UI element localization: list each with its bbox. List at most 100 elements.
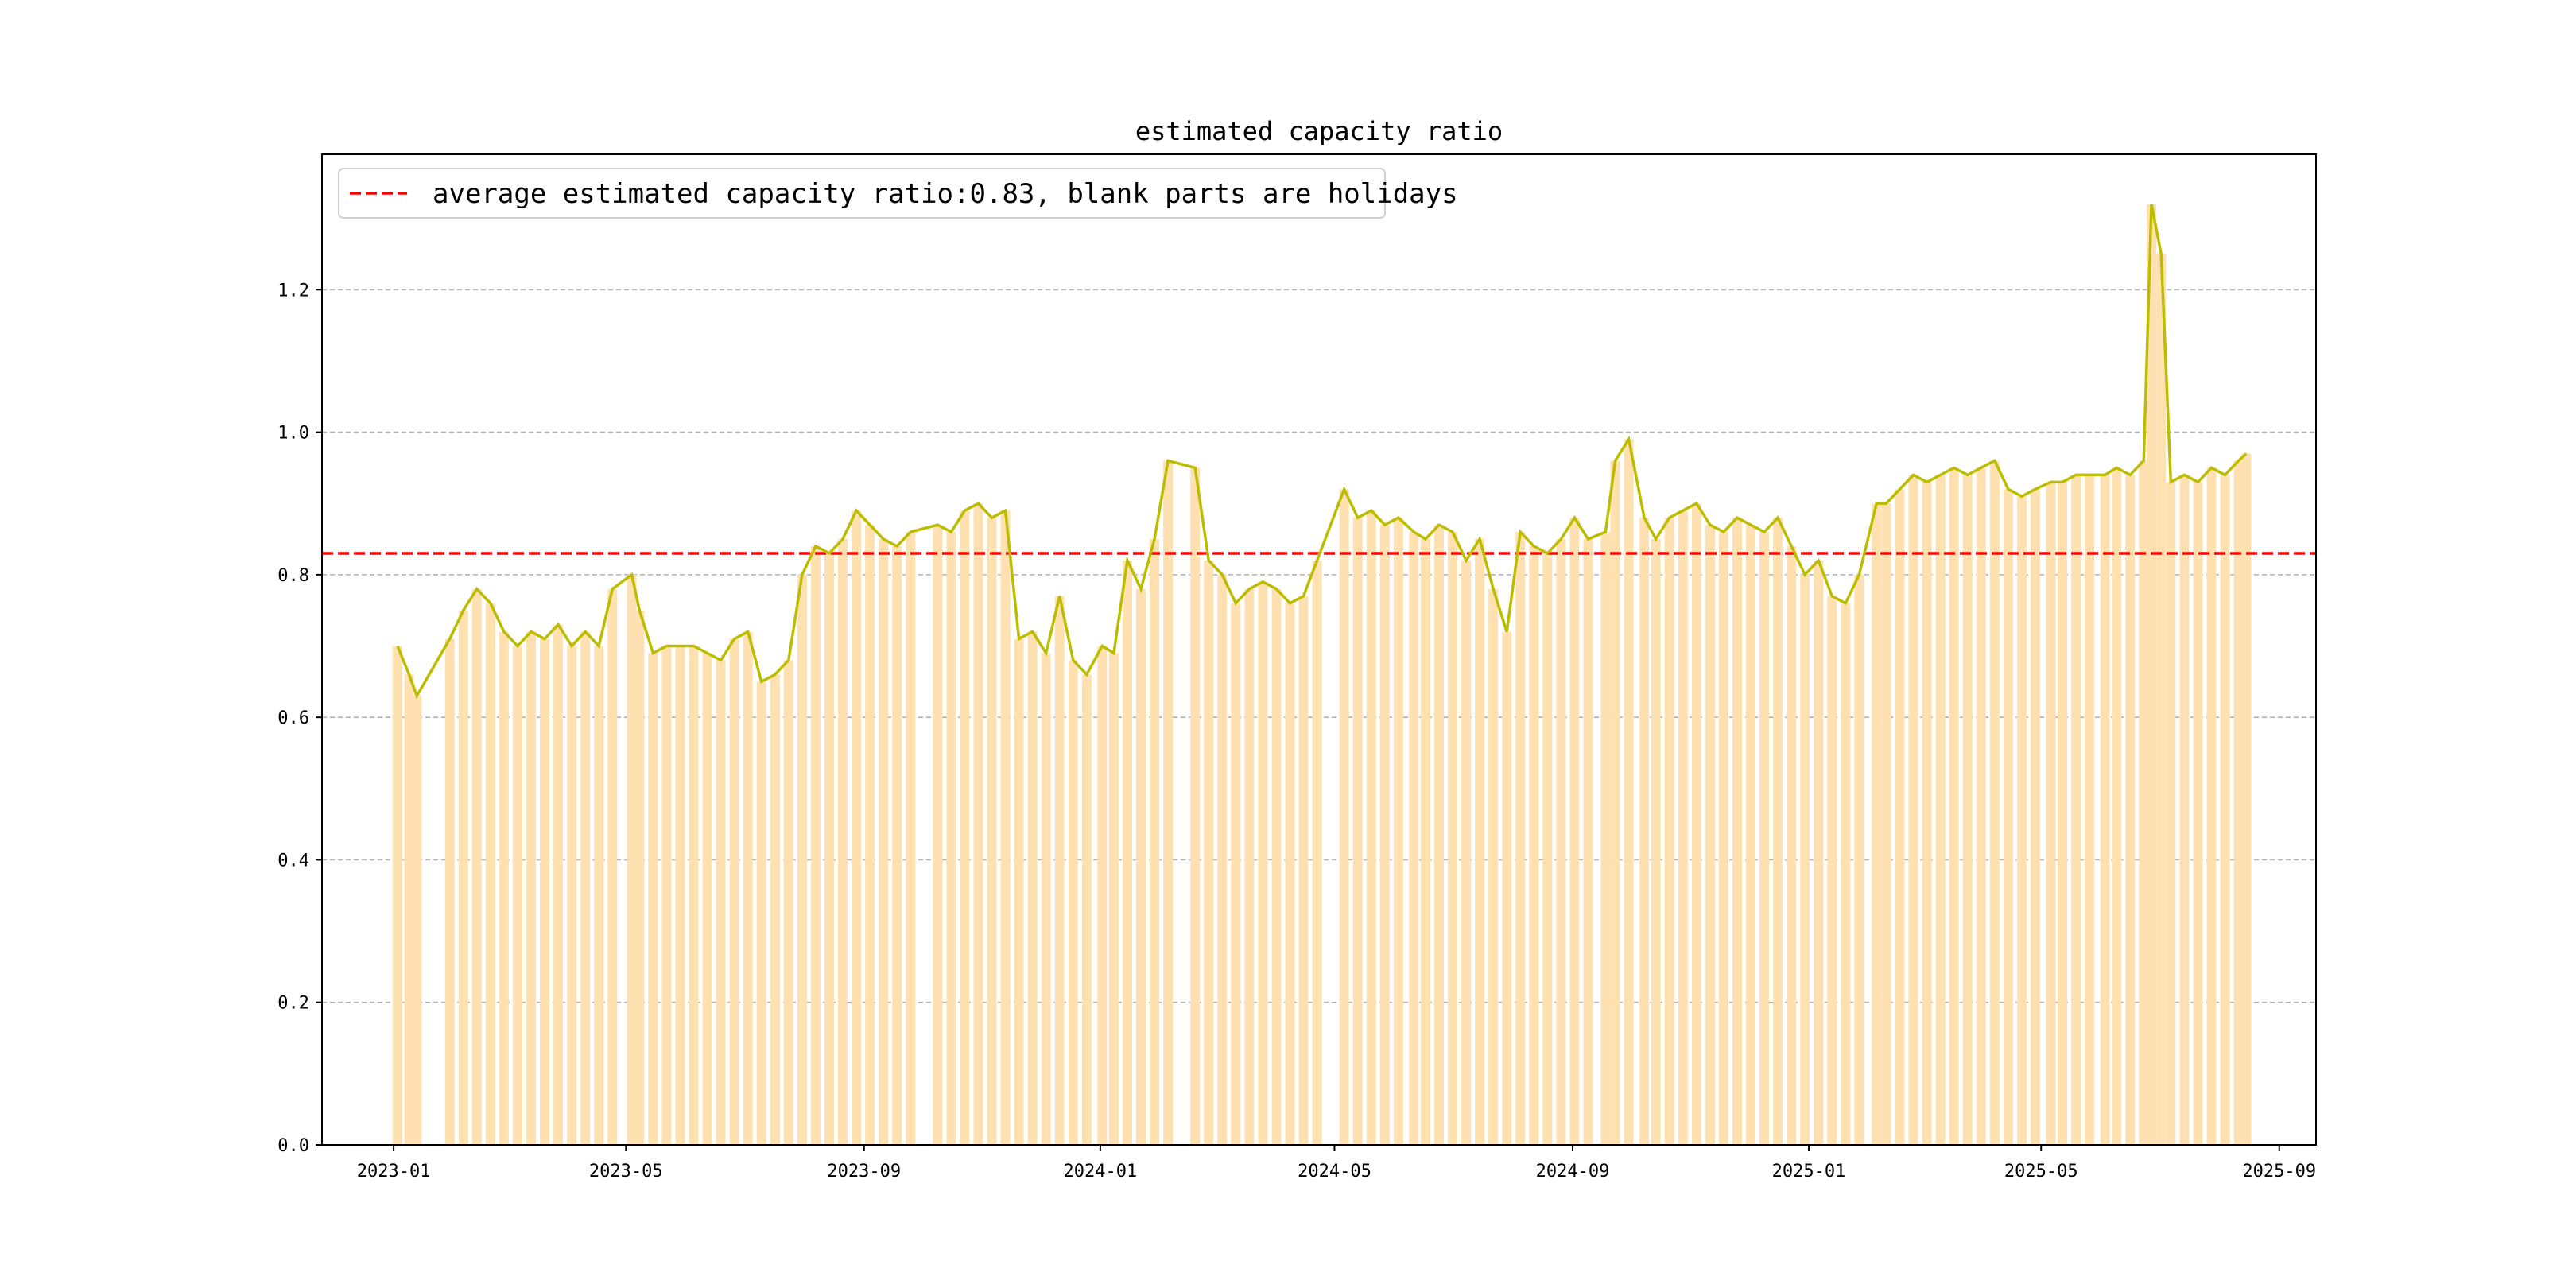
bar — [1461, 560, 1472, 1145]
bar — [1745, 525, 1755, 1145]
bar — [1569, 518, 1580, 1145]
bar — [444, 638, 455, 1145]
bar — [852, 510, 862, 1145]
y-tick-label: 0.8 — [277, 566, 309, 586]
bar — [1271, 588, 1282, 1145]
bar — [553, 624, 564, 1145]
legend-box — [338, 168, 1386, 219]
bar — [2058, 482, 2068, 1145]
bar — [2241, 453, 2252, 1145]
bar — [702, 653, 712, 1145]
bar — [1122, 560, 1132, 1145]
x-tick-label: 2025-05 — [2004, 1162, 2078, 1181]
bar — [1502, 631, 1512, 1145]
bar — [675, 646, 685, 1145]
bar — [1068, 660, 1078, 1145]
bar — [1298, 596, 1309, 1145]
legend: average estimated capacity ratio:0.83, b… — [338, 168, 1458, 219]
bar — [729, 638, 739, 1145]
bar — [933, 525, 943, 1145]
y-tick-label: 0.4 — [277, 851, 309, 871]
y-tick-label: 0.2 — [277, 994, 309, 1014]
bar — [1962, 475, 1973, 1145]
bar — [1097, 646, 1108, 1145]
bar — [1787, 546, 1797, 1145]
bar — [1718, 532, 1728, 1145]
bar — [2139, 460, 2149, 1145]
bar — [838, 539, 848, 1145]
x-tick-label: 2024-01 — [1063, 1162, 1137, 1181]
bar — [946, 532, 956, 1145]
bar — [540, 638, 550, 1145]
bar — [865, 525, 875, 1145]
bar — [1244, 588, 1255, 1145]
bar — [1989, 460, 2000, 1145]
y-tick-label: 0.6 — [277, 708, 309, 728]
bar — [404, 674, 414, 1145]
bar — [1678, 510, 1688, 1145]
bar — [1732, 518, 1742, 1145]
bar — [1285, 603, 1295, 1145]
bar — [1600, 532, 1611, 1145]
y-tick-label: 1.0 — [277, 424, 309, 444]
bar — [1583, 539, 1593, 1145]
bar — [1054, 596, 1065, 1145]
bar — [906, 532, 916, 1145]
bar — [580, 631, 591, 1145]
bar — [1108, 653, 1119, 1145]
x-tick-label: 2023-05 — [589, 1162, 663, 1181]
bar — [973, 503, 983, 1145]
bar — [2220, 475, 2230, 1145]
bar — [743, 631, 753, 1145]
bar — [2179, 475, 2190, 1145]
bar — [810, 546, 821, 1145]
bar — [892, 546, 902, 1145]
bar — [567, 646, 577, 1145]
bar — [1881, 503, 1891, 1145]
y-tick-label: 0.0 — [277, 1136, 309, 1156]
bar — [824, 553, 834, 1145]
ratio-line — [396, 204, 2248, 700]
bar — [607, 588, 618, 1145]
chart-title: estimated capacity ratio — [1135, 116, 1503, 146]
bar — [1935, 475, 1946, 1145]
bar — [1976, 467, 1986, 1145]
bar — [1691, 503, 1701, 1145]
bar — [1448, 532, 1458, 1145]
bar — [2085, 475, 2095, 1145]
bar — [1027, 631, 1038, 1145]
bar — [412, 696, 422, 1145]
bar — [770, 674, 780, 1145]
bar — [1542, 553, 1553, 1145]
bar — [2046, 482, 2056, 1145]
bar — [1515, 532, 1526, 1145]
bar — [716, 660, 726, 1145]
bar — [2016, 496, 2027, 1145]
bar — [1664, 518, 1674, 1145]
bar — [1393, 518, 1403, 1145]
bar — [1827, 596, 1837, 1145]
bar — [1639, 518, 1650, 1145]
bar — [783, 660, 793, 1145]
bar — [1000, 510, 1011, 1145]
bar — [1556, 539, 1566, 1145]
bar — [1841, 603, 1851, 1145]
bar — [987, 518, 997, 1145]
bar — [634, 610, 645, 1145]
bar — [458, 610, 468, 1145]
x-tick-label: 2024-09 — [1536, 1162, 1610, 1181]
bar — [2100, 475, 2110, 1145]
bar — [1759, 532, 1770, 1145]
x-axis: 2023-01 2023-05 2023-09 2024-01 2024-05 2024-… — [357, 1145, 2316, 1181]
x-tick-label: 2023-01 — [357, 1162, 431, 1181]
bar — [1352, 518, 1363, 1145]
bar — [392, 646, 402, 1145]
bar — [1231, 603, 1241, 1145]
bar — [2147, 204, 2157, 1146]
bar — [1339, 489, 1349, 1145]
bar — [1949, 467, 1959, 1145]
bar — [1908, 475, 1918, 1145]
x-tick-label: 2023-09 — [827, 1162, 901, 1181]
bar — [1014, 638, 1024, 1145]
